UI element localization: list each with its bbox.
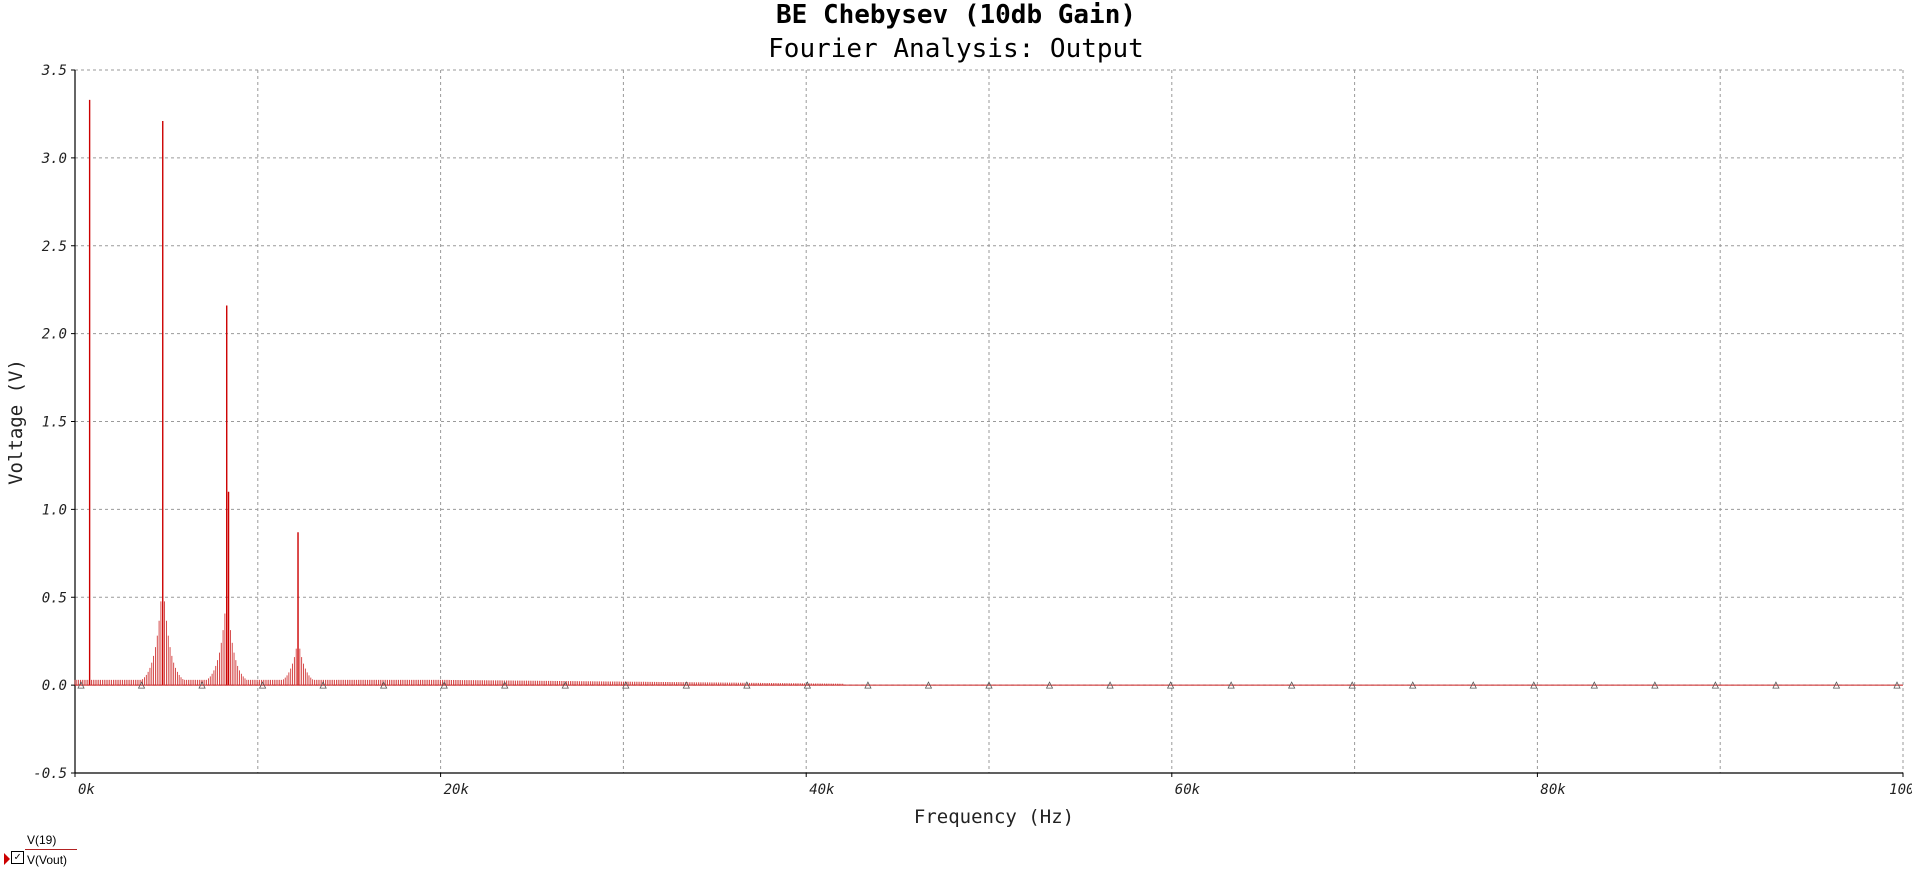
y-axis-title: Voltage (V) bbox=[5, 359, 27, 485]
grid bbox=[75, 69, 1904, 773]
series-marker bbox=[1106, 681, 1114, 689]
y-tick-label: 3.0 bbox=[41, 151, 67, 167]
x-tick-label: 40k bbox=[809, 782, 835, 798]
series-marker bbox=[258, 681, 267, 689]
series-marker bbox=[501, 681, 509, 689]
series-marker bbox=[1469, 681, 1477, 689]
series-marker bbox=[803, 681, 812, 689]
series-marker bbox=[1166, 681, 1175, 689]
x-tick-label: 20k bbox=[444, 782, 470, 798]
series-marker bbox=[319, 681, 327, 689]
series-marker bbox=[1288, 681, 1296, 689]
series-marker bbox=[682, 681, 690, 689]
series-marker bbox=[380, 681, 388, 689]
series-marker bbox=[1832, 681, 1841, 689]
series-marker bbox=[1590, 681, 1598, 689]
x-axis-title: Frequency (Hz) bbox=[913, 806, 1075, 828]
series-marker bbox=[198, 681, 206, 689]
y-tick-label: -0.5 bbox=[33, 766, 67, 782]
series-marker bbox=[924, 681, 933, 689]
series-marker bbox=[985, 681, 993, 689]
series-marker bbox=[1227, 681, 1235, 689]
x-tick-label: 80k bbox=[1540, 782, 1566, 798]
series-marker bbox=[1651, 681, 1659, 689]
series-marker bbox=[1893, 681, 1901, 689]
legend-entry-vout[interactable]: V(Vout) bbox=[27, 853, 68, 867]
series-marker bbox=[137, 681, 146, 689]
y-tick-label: 1.0 bbox=[42, 502, 67, 518]
series-marker bbox=[864, 681, 872, 689]
y-tick-label: 2.0 bbox=[42, 327, 67, 343]
legend-marker-icon[interactable] bbox=[4, 853, 10, 865]
legend-divider bbox=[25, 849, 77, 850]
series-marker bbox=[561, 681, 569, 689]
series-marker bbox=[1045, 681, 1054, 689]
series-marker bbox=[77, 681, 85, 689]
x-tick-label: 100k bbox=[1889, 782, 1912, 798]
series-marker bbox=[1348, 681, 1356, 689]
series-vout bbox=[74, 99, 1903, 689]
series-marker bbox=[1530, 681, 1538, 689]
x-tick-label: 60k bbox=[1175, 782, 1201, 798]
legend-checkbox[interactable]: ✓ bbox=[11, 851, 24, 864]
series-marker bbox=[440, 681, 448, 689]
legend-entry-v19: V(19) bbox=[27, 833, 57, 847]
series-marker bbox=[1409, 681, 1417, 689]
series-marker bbox=[622, 681, 630, 689]
y-tick-label: 1.5 bbox=[42, 415, 67, 431]
y-tick-label: 0.5 bbox=[42, 590, 67, 606]
y-tick-label: 3.5 bbox=[41, 63, 67, 79]
x-tick-label: 0k bbox=[78, 782, 95, 798]
series-marker bbox=[743, 681, 751, 689]
chart-subtitle: Fourier Analysis: Output bbox=[768, 34, 1144, 64]
series-marker bbox=[1711, 681, 1720, 689]
series-marker bbox=[1772, 681, 1780, 689]
chart-title: BE Chebysev (10db Gain) bbox=[775, 0, 1137, 30]
y-tick-label: 0.0 bbox=[42, 678, 67, 694]
y-tick-label: 2.5 bbox=[42, 239, 67, 255]
